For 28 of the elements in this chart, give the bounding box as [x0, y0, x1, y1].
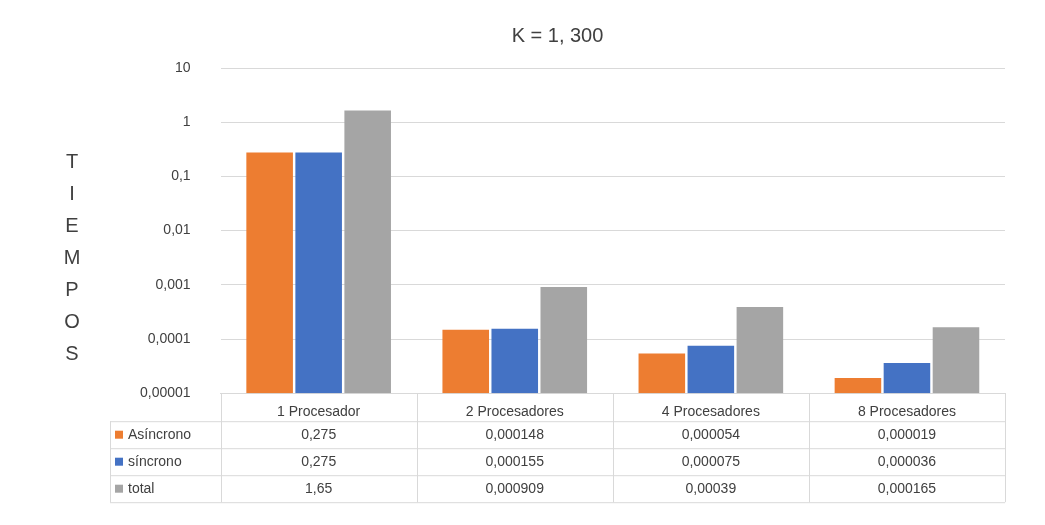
y-tick-label: 0,00001 [140, 384, 191, 401]
legend-label: total [128, 479, 155, 496]
data-label: 0,000075 [681, 452, 741, 469]
x-tick-label: 8 Procesadores [857, 403, 956, 420]
data-label: 0,000019 [877, 425, 937, 442]
data-label: 0,000054 [681, 425, 741, 442]
y-tick-label: 0,1 [171, 167, 191, 184]
data-label: 0,000036 [877, 452, 937, 469]
data-label: 0,00039 [685, 479, 737, 496]
data-label: 1,65 [305, 479, 333, 496]
data-label: 0,000155 [485, 452, 545, 469]
y-tick-label: 0,001 [155, 275, 191, 292]
data-label: 0,275 [301, 452, 337, 469]
y-axis-title: TIEMPOS [60, 150, 83, 374]
legend-label: síncrono [128, 452, 182, 469]
y-tick-label: 1 [182, 113, 191, 130]
data-label: 0,000148 [485, 425, 545, 442]
chart-title: K = 1, 300 [511, 23, 604, 46]
y-tick-label: 0,01 [163, 221, 191, 238]
x-tick-label: 4 Procesadores [661, 403, 760, 420]
data-label: 0,000909 [485, 479, 545, 496]
x-tick-label: 1 Procesador [277, 403, 361, 420]
data-label: 0,000165 [877, 479, 937, 496]
y-tick-label: 0,0001 [147, 329, 191, 346]
x-tick-label: 2 Procesadores [465, 403, 564, 420]
data-label: 0,275 [301, 425, 337, 442]
legend-label: Asíncrono [128, 425, 192, 442]
y-tick-label: 10 [175, 58, 191, 75]
